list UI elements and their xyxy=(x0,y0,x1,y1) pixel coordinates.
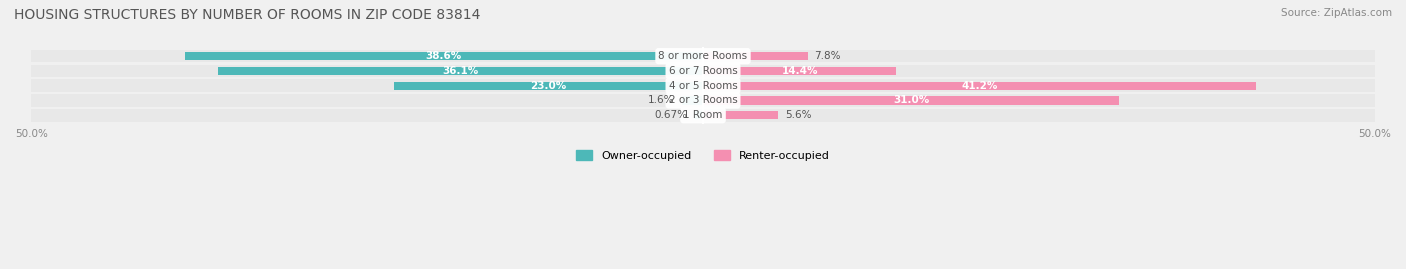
Text: 14.4%: 14.4% xyxy=(782,66,818,76)
Bar xyxy=(703,52,808,60)
Bar xyxy=(31,109,1375,122)
Text: 36.1%: 36.1% xyxy=(443,66,478,76)
Text: 6 or 7 Rooms: 6 or 7 Rooms xyxy=(669,66,737,76)
Text: 2 or 3 Rooms: 2 or 3 Rooms xyxy=(669,95,737,105)
Text: 8 or more Rooms: 8 or more Rooms xyxy=(658,51,748,61)
Text: 5.6%: 5.6% xyxy=(785,110,811,120)
Bar xyxy=(31,79,1375,92)
Bar xyxy=(703,96,1119,105)
Bar xyxy=(703,111,778,119)
Bar xyxy=(682,96,703,105)
Text: 31.0%: 31.0% xyxy=(893,95,929,105)
Text: 1 Room: 1 Room xyxy=(683,110,723,120)
Text: 4 or 5 Rooms: 4 or 5 Rooms xyxy=(669,81,737,91)
Bar xyxy=(31,50,1375,62)
Bar xyxy=(703,67,897,75)
Text: 41.2%: 41.2% xyxy=(962,81,998,91)
Text: 1.6%: 1.6% xyxy=(648,95,675,105)
Text: 38.6%: 38.6% xyxy=(426,51,463,61)
Bar xyxy=(695,111,703,119)
Bar xyxy=(31,94,1375,107)
Text: 23.0%: 23.0% xyxy=(530,81,567,91)
Legend: Owner-occupied, Renter-occupied: Owner-occupied, Renter-occupied xyxy=(576,150,830,161)
Text: Source: ZipAtlas.com: Source: ZipAtlas.com xyxy=(1281,8,1392,18)
Bar xyxy=(184,52,703,60)
Bar xyxy=(218,67,703,75)
Text: 0.67%: 0.67% xyxy=(654,110,688,120)
Bar xyxy=(703,82,1257,90)
Bar xyxy=(31,65,1375,77)
Text: 7.8%: 7.8% xyxy=(814,51,841,61)
Bar xyxy=(394,82,703,90)
Text: HOUSING STRUCTURES BY NUMBER OF ROOMS IN ZIP CODE 83814: HOUSING STRUCTURES BY NUMBER OF ROOMS IN… xyxy=(14,8,481,22)
